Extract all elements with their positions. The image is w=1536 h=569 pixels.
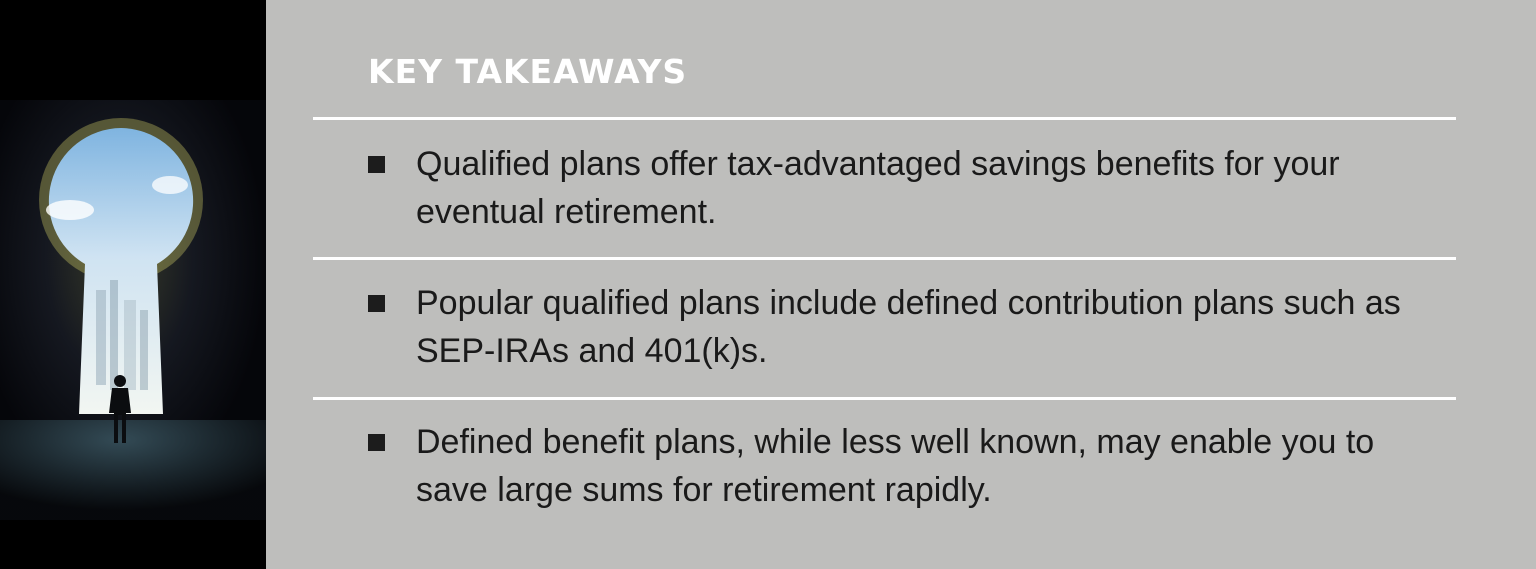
- square-bullet-icon: [368, 434, 385, 451]
- divider: [313, 397, 1456, 400]
- takeaway-item: Qualified plans offer tax-advantaged sav…: [368, 140, 1428, 236]
- takeaway-text: Qualified plans offer tax-advantaged sav…: [416, 145, 1340, 231]
- keyhole-illustration: [0, 0, 266, 569]
- keyhole-image: [0, 0, 266, 569]
- divider: [313, 117, 1456, 120]
- takeaway-item: Popular qualified plans include defined …: [368, 279, 1428, 375]
- square-bullet-icon: [368, 156, 385, 173]
- takeaway-text: Defined benefit plans, while less well k…: [416, 423, 1375, 509]
- divider: [313, 257, 1456, 260]
- takeaway-text: Popular qualified plans include defined …: [416, 284, 1401, 370]
- takeaways-panel: KEY TAKEAWAYS Qualified plans offer tax-…: [266, 0, 1536, 569]
- takeaway-item: Defined benefit plans, while less well k…: [368, 418, 1428, 514]
- takeaways-heading: KEY TAKEAWAYS: [368, 52, 688, 91]
- square-bullet-icon: [368, 295, 385, 312]
